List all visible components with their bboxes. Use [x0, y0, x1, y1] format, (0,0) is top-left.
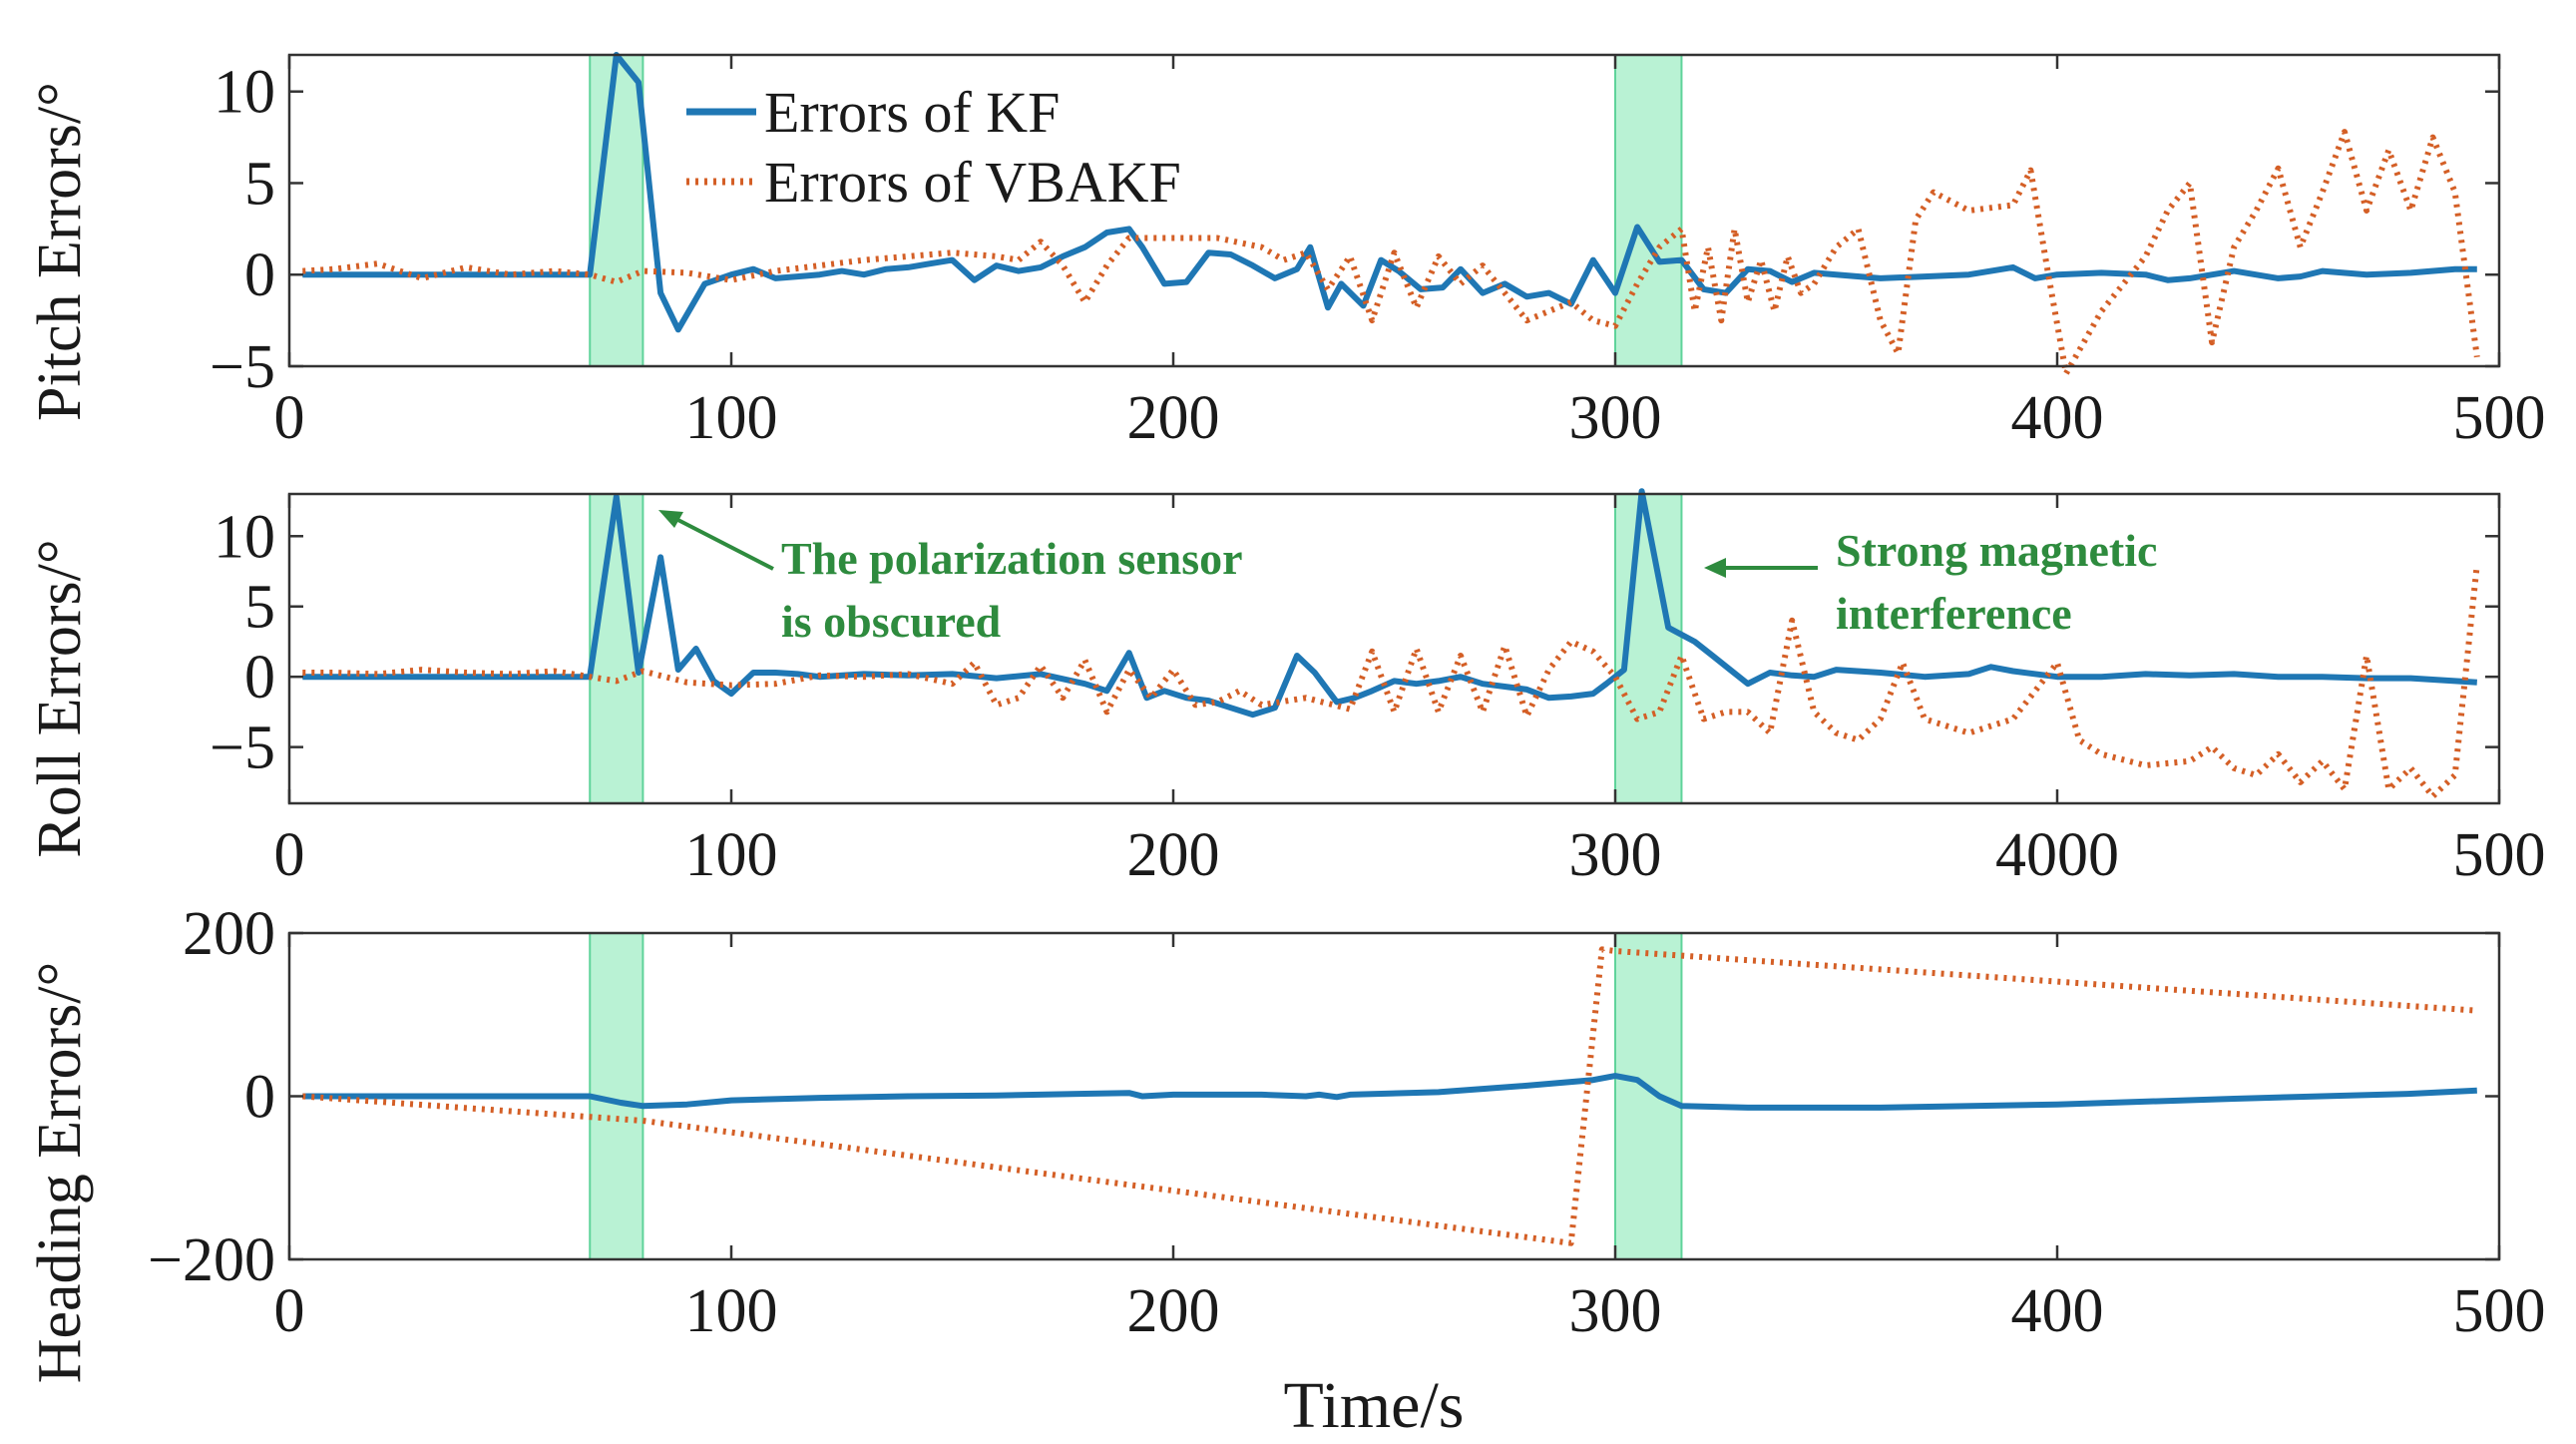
pitch-series-vbakf — [302, 129, 2480, 377]
pitch-xtick-label-3: 300 — [1569, 384, 1662, 452]
annotation-magnetic-arrowhead — [1704, 558, 1726, 578]
heading-xtick-label-5: 500 — [2453, 1277, 2546, 1345]
roll-ytick-label-3: 10 — [214, 503, 275, 571]
heading-ytick-label-2: 200 — [183, 900, 275, 968]
pitch-xtick-label-5: 500 — [2453, 384, 2546, 452]
pitch-axes-box — [287, 53, 2501, 368]
annotation-magnetic: Strong magnetic interference — [1704, 525, 2157, 639]
roll-xtick-label-4: 4000 — [1995, 821, 2119, 889]
roll-series-vbakf — [302, 564, 2480, 799]
roll-axes-box — [287, 492, 2501, 805]
annotation-magnetic-line1: Strong magnetic — [1836, 525, 2157, 576]
heading-xtick-label-3: 300 — [1569, 1277, 1662, 1345]
pitch-xtick-label-4: 400 — [2011, 384, 2104, 452]
pitch-series-kf — [302, 52, 2477, 333]
pitch-shaded-region-1 — [1614, 54, 1683, 367]
annotation-magnetic-line2: interference — [1836, 588, 2072, 639]
pitch-ytick-label-0: −5 — [210, 333, 275, 401]
heading-ytick-label-1: 0 — [244, 1064, 275, 1132]
annotation-polarization-line1: The polarization sensor — [781, 533, 1243, 584]
roll-series-kf — [302, 488, 2477, 719]
heading-xtick-label-1: 100 — [685, 1277, 778, 1345]
pitch-xtick-label-0: 0 — [274, 384, 305, 452]
heading-xtick-label-0: 0 — [274, 1277, 305, 1345]
annotation-polarization: The polarization sensor is obscured — [658, 510, 1243, 647]
x-axis-label: Time/s — [1284, 1369, 1465, 1442]
legend: Errors of KF Errors of VBAKF — [686, 80, 1181, 215]
annotation-polarization-line2: is obscured — [781, 596, 1002, 647]
heading-ylabel: Heading Errors/° — [26, 962, 94, 1384]
roll-ytick-label-1: 0 — [244, 644, 275, 712]
heading-series-kf — [302, 1073, 2477, 1111]
roll-xtick-label-3: 300 — [1569, 821, 1662, 889]
heading-shaded-region-1 — [1614, 932, 1683, 1260]
roll-xtick-label-1: 100 — [685, 821, 778, 889]
annotation-polarization-arrow — [665, 512, 774, 571]
legend-kf-label: Errors of KF — [764, 80, 1060, 145]
pitch-ytick-label-3: 10 — [214, 59, 275, 127]
roll-xtick-label-0: 0 — [274, 821, 305, 889]
roll-xtick-label-5: 500 — [2453, 821, 2546, 889]
pitch-ytick-label-1: 0 — [244, 241, 275, 309]
roll-ytick-label-0: −5 — [210, 715, 275, 782]
pitch-ytick-label-2: 5 — [244, 150, 275, 218]
annotation-polarization-arrowhead — [658, 510, 683, 528]
pitch-xtick-label-1: 100 — [685, 384, 778, 452]
roll-ylabel: Roll Errors/° — [26, 539, 94, 857]
roll-xtick-label-2: 200 — [1127, 821, 1220, 889]
heading-xtick-label-4: 400 — [2011, 1277, 2104, 1345]
legend-vbakf-label: Errors of VBAKF — [764, 150, 1181, 215]
heading-ytick-label-0: −200 — [148, 1226, 275, 1294]
heading-xtick-label-2: 200 — [1127, 1277, 1220, 1345]
pitch-ylabel: Pitch Errors/° — [26, 82, 94, 421]
roll-ytick-label-2: 5 — [244, 574, 275, 642]
pitch-xtick-label-2: 200 — [1127, 384, 1220, 452]
